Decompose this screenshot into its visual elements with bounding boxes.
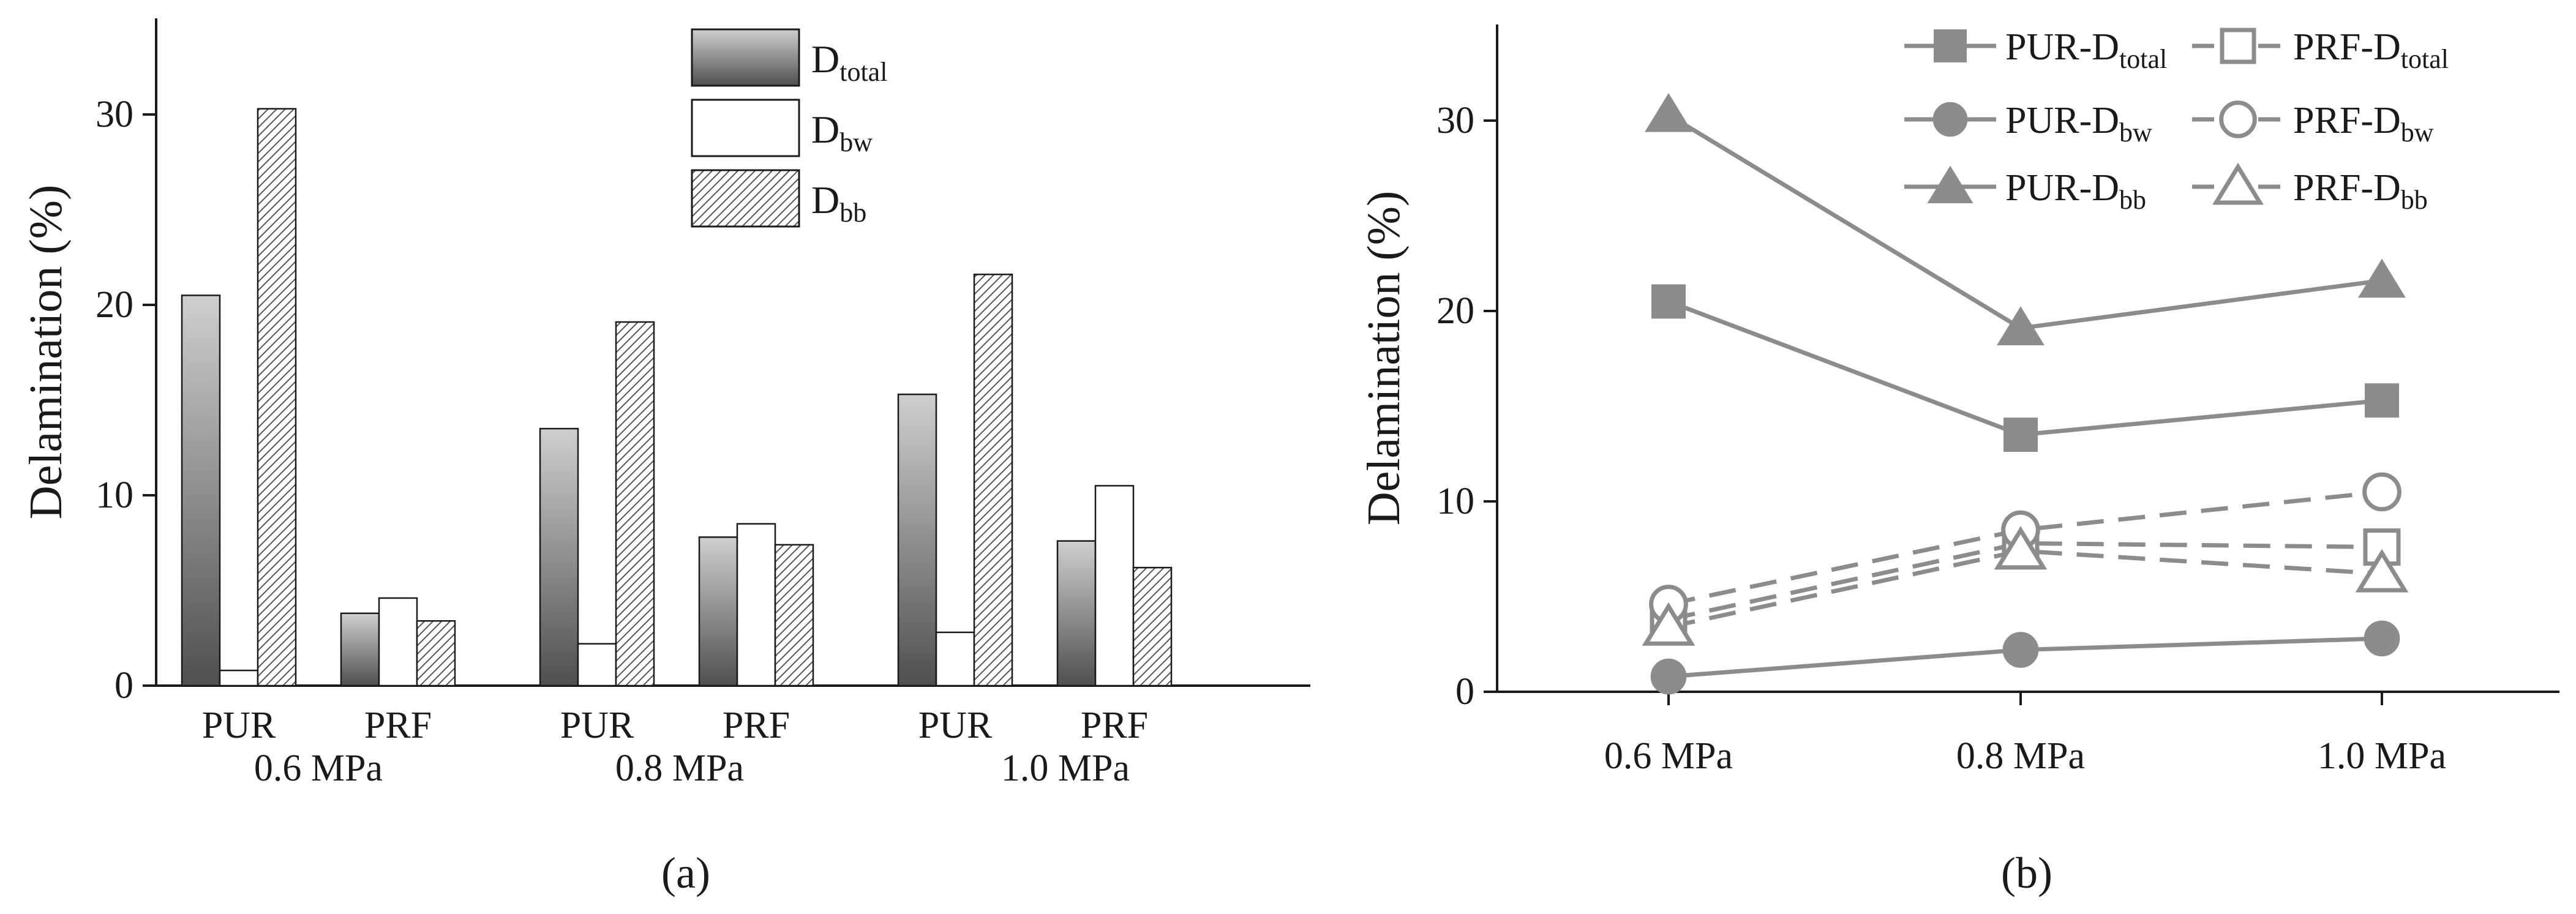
- category-label: PRF: [1081, 705, 1148, 746]
- panel-a-legend: Dtotal Dbw Dbb: [691, 28, 887, 228]
- category-label: PUR: [918, 705, 993, 746]
- bar-total-3: [698, 536, 738, 687]
- panel-a-y-axis-label: Delamination (%): [20, 185, 72, 520]
- panel-b-x-ticks: 0.6 MPa 0.8 MPa 1.0 MPa: [1604, 692, 2446, 777]
- point-4-2: [2362, 472, 2401, 512]
- bar-bw-4: [935, 631, 975, 687]
- bar-bw-5: [1094, 485, 1135, 687]
- legend-marker-1: [1932, 102, 1968, 137]
- y-tick-label: 30: [1436, 100, 1474, 141]
- panel-a-y-ticks: 0 10 20 30: [96, 94, 156, 706]
- point-5-0: [1642, 602, 1695, 646]
- legend-label-2: PUR-Dbb: [2005, 167, 2146, 215]
- y-tick-label: 10: [1436, 481, 1474, 522]
- panel-b-series: [1642, 93, 2409, 695]
- x-tick-label: 0.8 MPa: [1956, 735, 2085, 777]
- point-2-1: [1997, 306, 2045, 345]
- y-tick-label: 10: [96, 474, 133, 516]
- category-label: PRF: [723, 705, 790, 746]
- bar-bw-2: [577, 643, 617, 687]
- point-5-1: [1994, 526, 2048, 570]
- legend-marker-5: [2212, 162, 2264, 205]
- legend-swatch-bb: [691, 169, 800, 228]
- panel-a-group-labels: 0.6 MPa 0.8 MPa 1.0 MPa: [254, 747, 1130, 789]
- y-tick-label: 0: [1455, 671, 1474, 713]
- category-label: PRF: [364, 705, 432, 746]
- point-2-2: [2358, 258, 2406, 298]
- bar-bw-0: [219, 669, 259, 687]
- bar-total-5: [1056, 540, 1097, 687]
- bar-bb-0: [257, 108, 297, 687]
- legend-label-5: PRF-Dbb: [2293, 167, 2428, 215]
- x-tick-label: 0.6 MPa: [1604, 735, 1733, 777]
- bar-bb-3: [774, 544, 814, 687]
- panel-b-caption: (b): [2001, 848, 2052, 897]
- bar-total-2: [539, 427, 579, 687]
- legend-label-0: PUR-Dtotal: [2005, 26, 2167, 74]
- legend-marker-3: [2220, 28, 2256, 64]
- y-tick-label: 20: [1436, 290, 1474, 332]
- point-0-2: [2365, 383, 2399, 418]
- panel-b-y-axis-label: Delamination (%): [1358, 191, 1410, 526]
- category-label: PUR: [560, 705, 634, 746]
- group-label: 0.8 MPa: [615, 747, 744, 789]
- point-1-0: [1650, 658, 1687, 695]
- y-tick-label: 0: [115, 665, 133, 706]
- bar-bb-4: [973, 273, 1013, 687]
- point-1-2: [2364, 620, 2400, 657]
- legend-label-bw: Dbw: [811, 108, 873, 157]
- legend-marker-2: [1927, 165, 1973, 203]
- panel-a-category-labels: PUR PRF PUR PRF PUR PRF: [202, 705, 1148, 746]
- series-line-2: [1667, 113, 2383, 331]
- panel-b-legend: PUR-Dtotal PUR-Dbw PUR-Dbb PRF-Dtotal PRF-Db…: [1904, 26, 2449, 215]
- legend-label-1: PUR-Dbw: [2005, 100, 2152, 148]
- legend-label-total: Dtotal: [811, 37, 887, 87]
- legend-marker-0: [1934, 29, 1967, 62]
- panel-a-caption: (a): [661, 848, 710, 897]
- bar-total-0: [181, 294, 221, 687]
- bar-bb-5: [1132, 566, 1173, 687]
- y-tick-label: 20: [96, 284, 133, 326]
- point-2-0: [1645, 93, 1692, 132]
- point-5-2: [2355, 549, 2409, 593]
- legend-label-4: PRF-Dbw: [2293, 100, 2434, 148]
- series-line-3: [1668, 541, 2383, 622]
- y-tick-label: 30: [96, 94, 133, 135]
- bar-bw-1: [378, 597, 418, 687]
- series-line-5: [1668, 549, 2383, 629]
- group-label: 1.0 MPa: [1001, 747, 1130, 789]
- x-tick-label: 1.0 MPa: [2318, 735, 2446, 777]
- category-label: PUR: [202, 705, 276, 746]
- legend-marker-4: [2219, 100, 2257, 138]
- point-0-0: [1651, 284, 1686, 319]
- bar-total-1: [340, 612, 380, 687]
- point-1-1: [2002, 632, 2039, 668]
- legend-label-bb: Dbb: [811, 178, 866, 228]
- panel-b-y-ticks: 0 10 20 30: [1436, 100, 1497, 713]
- bar-bw-3: [736, 523, 776, 687]
- legend-swatch-bw: [691, 99, 800, 157]
- bar-bb-2: [615, 321, 655, 687]
- legend-label-3: PRF-Dtotal: [2293, 26, 2449, 74]
- group-label: 0.6 MPa: [254, 747, 383, 789]
- point-0-1: [2003, 418, 2038, 452]
- panel-b: 0 10 20 30 0.6 MPa 0.8 MPa 1.0 MPa Delaminati…: [1358, 24, 2559, 897]
- panel-a-bars: [181, 108, 1173, 687]
- legend-swatch-total: [691, 28, 800, 87]
- bar-bb-1: [416, 620, 456, 687]
- bar-total-4: [897, 393, 937, 687]
